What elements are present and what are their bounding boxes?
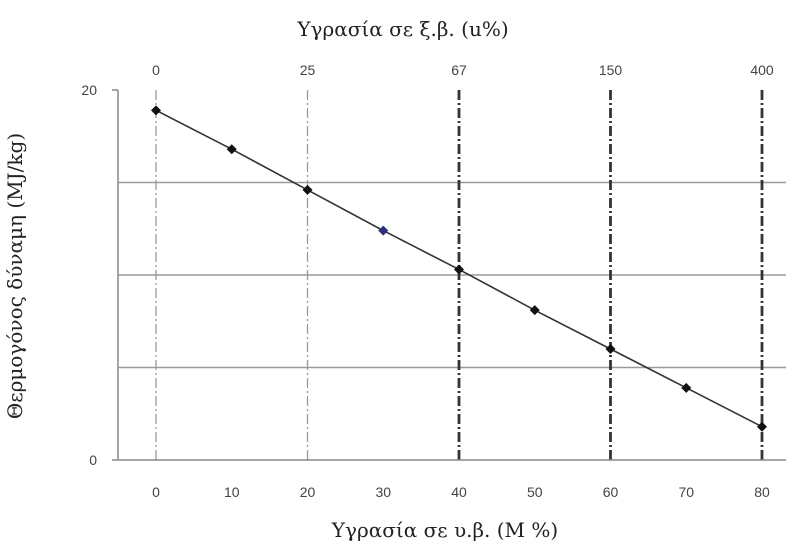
y-axis-title: Θερμογόνος δύναμη (MJ/kg)	[3, 133, 27, 419]
data-point	[226, 144, 237, 155]
x-tick-label: 30	[375, 484, 391, 500]
axes	[112, 89, 786, 461]
data-point	[151, 105, 161, 116]
y-tick-label: 20	[81, 82, 97, 98]
gridlines	[118, 181, 786, 369]
y-tick-label: 0	[89, 452, 97, 468]
data-point	[454, 264, 464, 275]
tick-labels: 0 10 20 30 40 50 60 70 80 0 25 67 150 400 20 0	[81, 62, 773, 500]
data-point	[681, 382, 692, 393]
top-tick-label: 400	[750, 62, 774, 78]
x-tick-label: 0	[152, 484, 160, 500]
vertical-dashdot-lines	[155, 90, 764, 460]
data-point	[757, 421, 767, 432]
top-axis-title: Υγρασία σε ξ.β. (u%)	[296, 17, 508, 41]
top-tick-label: 25	[300, 62, 316, 78]
series-group	[151, 105, 767, 432]
x-tick-label: 80	[754, 484, 770, 500]
x-tick-label: 60	[603, 484, 619, 500]
data-point	[302, 184, 313, 195]
top-tick-label: 67	[451, 62, 467, 78]
x-tick-label: 40	[451, 484, 467, 500]
x-axis-title: Υγρασία σε υ.β. (M %)	[331, 518, 558, 542]
top-tick-label: 0	[152, 62, 160, 78]
data-point	[605, 344, 616, 354]
x-tick-label: 70	[678, 484, 694, 500]
data-point	[529, 305, 540, 316]
x-tick-label: 50	[527, 484, 543, 500]
x-tick-label: 10	[224, 484, 240, 500]
x-tick-label: 20	[300, 484, 316, 500]
data-point	[378, 225, 389, 236]
top-tick-label: 150	[599, 62, 623, 78]
